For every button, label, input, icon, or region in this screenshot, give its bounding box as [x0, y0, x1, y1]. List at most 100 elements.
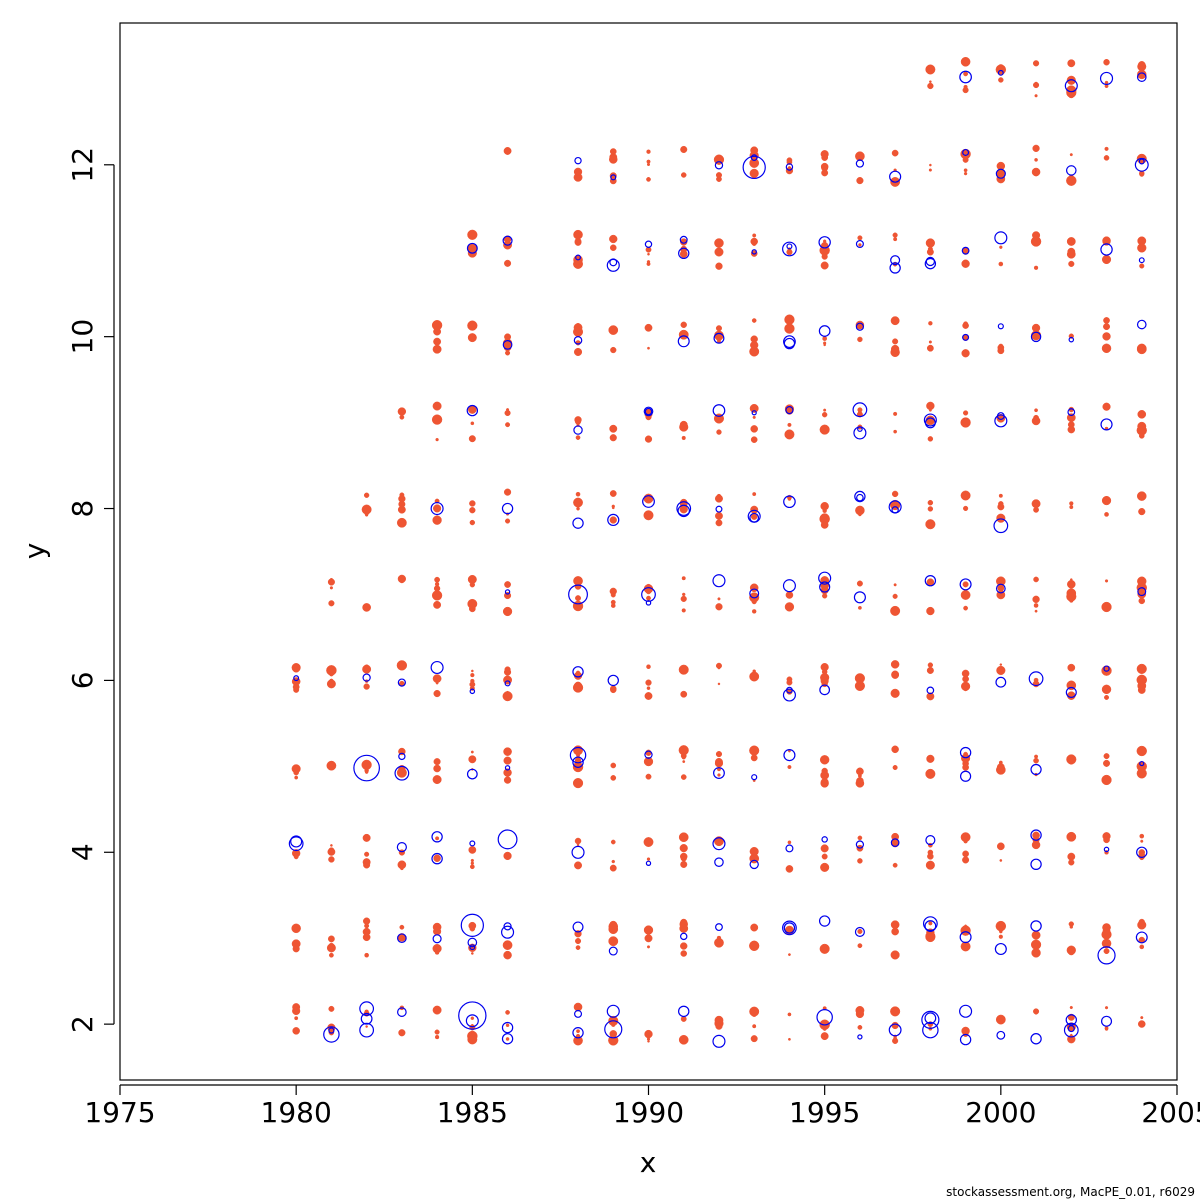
positive-residual-dot [1137, 681, 1147, 691]
positive-residual-dot [715, 751, 723, 758]
positive-residual-dot [752, 174, 757, 179]
positive-residual-dot [751, 609, 757, 614]
negative-residual-circle [394, 765, 410, 781]
positive-residual-dot [786, 679, 793, 686]
negative-residual-circle [855, 322, 865, 331]
positive-residual-dot [398, 500, 406, 508]
positive-residual-dot [716, 429, 722, 435]
positive-residual-dot [715, 172, 722, 179]
negative-residual-circle [1138, 158, 1145, 165]
negative-residual-circle [504, 589, 511, 595]
positive-residual-dot [469, 407, 476, 413]
negative-residual-circle [465, 1014, 479, 1028]
positive-residual-dot [364, 851, 370, 857]
positive-residual-dot [679, 844, 688, 853]
positive-residual-dot [294, 775, 299, 780]
positive-residual-dot [1140, 171, 1144, 175]
positive-residual-dot [678, 329, 689, 340]
positive-residual-dot [787, 422, 792, 427]
negative-residual-circle [818, 915, 831, 927]
negative-residual-circle [431, 852, 443, 865]
negative-residual-circle [572, 517, 584, 529]
negative-residual-circle [995, 168, 1006, 179]
negative-residual-circle [782, 579, 796, 593]
positive-residual-dot [1066, 87, 1077, 98]
positive-residual-dot [714, 247, 724, 257]
positive-residual-dot [857, 235, 863, 241]
positive-residual-dot [292, 683, 300, 691]
positive-residual-dot [573, 681, 583, 690]
positive-residual-dot [294, 945, 299, 950]
positive-residual-dot [646, 159, 651, 164]
positive-residual-dot [1069, 505, 1074, 510]
positive-residual-dot [960, 56, 971, 67]
negative-residual-circle [715, 505, 723, 513]
positive-residual-dot [1030, 939, 1042, 950]
positive-residual-dot [609, 234, 618, 244]
negative-residual-circle [712, 574, 726, 588]
negative-residual-circle [1139, 760, 1145, 767]
negative-residual-circle [466, 242, 478, 254]
positive-residual-dot [890, 950, 900, 960]
positive-residual-dot [998, 77, 1004, 83]
positive-residual-dot [645, 773, 652, 780]
positive-residual-dot [330, 844, 333, 847]
positive-residual-dot [961, 681, 971, 691]
negative-residual-circle [854, 490, 866, 503]
positive-residual-dot [784, 602, 795, 612]
negative-residual-circle [959, 1033, 972, 1046]
negative-residual-circle [501, 925, 515, 939]
positive-residual-dot [574, 861, 582, 870]
positive-residual-dot [680, 860, 688, 868]
x-tick-label: 1985 [437, 1096, 508, 1129]
positive-residual-dot [749, 1006, 760, 1017]
positive-residual-dot [1031, 930, 1041, 940]
positive-residual-dot [928, 321, 933, 326]
positive-residual-dot [610, 346, 617, 354]
positive-residual-dot [925, 415, 936, 426]
positive-residual-dot [292, 664, 301, 673]
positive-residual-dot [396, 767, 407, 778]
positive-residual-dot [432, 1005, 442, 1015]
negative-residual-circle [786, 243, 793, 250]
negative-residual-circle [466, 404, 479, 417]
positive-residual-dot [750, 923, 759, 932]
positive-residual-dot [890, 605, 901, 616]
negative-residual-circle [962, 333, 970, 341]
positive-residual-dot [362, 833, 371, 842]
positive-residual-dot [433, 337, 442, 346]
positive-residual-dot [575, 491, 581, 497]
positive-residual-dot [502, 940, 513, 950]
positive-residual-dot [469, 507, 476, 514]
positive-residual-dot [752, 233, 757, 238]
positive-residual-dot [751, 599, 757, 605]
positive-residual-dot [680, 238, 688, 246]
positive-residual-dot [963, 321, 969, 327]
positive-residual-dot [396, 517, 407, 528]
positive-residual-dot [1103, 836, 1110, 844]
positive-residual-dot [820, 844, 829, 853]
positive-residual-dot [470, 861, 475, 865]
positive-residual-dot [362, 927, 371, 936]
positive-residual-dot [1067, 691, 1076, 700]
negative-residual-circle [961, 246, 970, 255]
positive-residual-dot [999, 859, 1003, 862]
positive-residual-dot [433, 689, 441, 698]
negative-residual-circle [573, 336, 583, 345]
positive-residual-dot [1139, 944, 1145, 950]
positive-residual-dot [927, 345, 934, 352]
positive-residual-dot [749, 846, 759, 857]
positive-residual-dot [929, 163, 932, 167]
positive-residual-dot [1031, 416, 1041, 426]
negative-residual-circle [575, 254, 581, 261]
positive-residual-dot [646, 664, 651, 669]
positive-residual-dot [1069, 153, 1073, 157]
negative-residual-circle [572, 921, 584, 933]
positive-residual-dot [1136, 745, 1147, 757]
negative-residual-circle [431, 831, 443, 843]
positive-residual-dot [784, 429, 795, 440]
positive-residual-dot [1067, 177, 1076, 186]
positive-residual-dot [504, 259, 512, 267]
negative-residual-circle [783, 335, 796, 349]
negative-residual-circle [676, 501, 692, 516]
